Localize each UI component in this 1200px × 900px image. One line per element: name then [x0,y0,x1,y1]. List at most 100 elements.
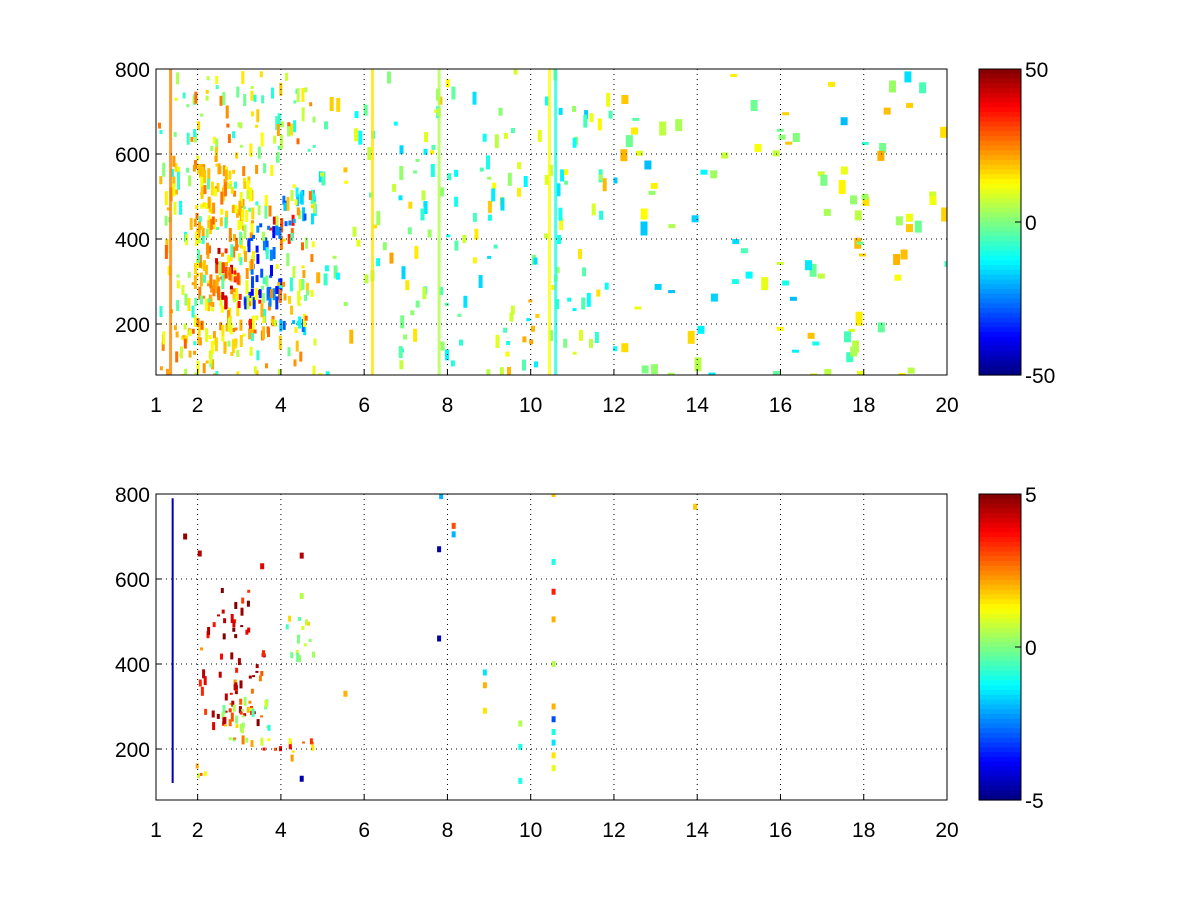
heatmap-cell [166,368,169,375]
heatmap-cell [427,229,432,238]
heatmap-cell [367,147,372,160]
heatmap-cell [195,205,199,210]
y-tick-label: 800 [115,59,150,82]
heatmap-cell [277,113,281,128]
heatmap-cell [325,371,330,375]
heatmap-cell [175,331,179,338]
heatmap-cell [203,185,207,195]
heatmap-cell [855,311,863,326]
heatmap-cell [840,166,848,175]
heatmap-cell [229,180,233,185]
heatmap-cell [257,146,261,159]
heatmap-cell [235,715,239,724]
colorbar-segment [979,761,1021,768]
colorbar-segment [979,83,1021,89]
heatmap-cell [260,132,264,147]
heatmap-cell [219,217,223,227]
heatmap-cell [269,274,273,278]
top-x-axis: 1 2 4 6 8 10 12 14 16 18 20 [150,369,959,417]
heatmap-cell [250,259,254,270]
heatmap-cell [197,773,200,779]
heatmap-cell [285,624,289,630]
heatmap-cell [286,253,290,267]
heatmap-cell [526,318,531,322]
heatmap-cell [203,170,207,184]
heatmap-cell [249,346,253,356]
heatmap-cell [828,81,836,87]
colorbar-segment [979,107,1021,113]
heatmap-cell [879,143,887,153]
heatmap-cell [225,105,229,119]
heatmap-cell [320,172,325,177]
heatmap-cell [193,275,197,289]
heatmap-cell [232,131,236,139]
heatmap-cell [235,152,239,159]
heatmap-cell [205,95,209,101]
heatmap-cell [482,133,487,142]
y-tick-label: 200 [115,314,150,337]
heatmap-cell [187,271,191,278]
heatmap-cell [229,323,233,335]
heatmap-cell [621,95,629,104]
colorbar-segment [979,303,1021,309]
heatmap-cell [275,222,279,236]
heatmap-cell [597,118,602,131]
colorbar-segment [979,317,1021,324]
colorbar-segment [979,231,1021,237]
heatmap-cell [352,226,357,237]
heatmap-point [518,777,523,784]
heatmap-cell [420,208,425,221]
heatmap-cell [197,328,201,337]
heatmap-cell [270,289,273,299]
heatmap-cell [252,297,256,310]
x-tick-label: 10 [519,394,542,417]
heatmap-cell [258,289,262,299]
heatmap-cell [293,120,297,133]
colorbar-segment [979,608,1021,615]
heatmap-cell [944,261,947,267]
colorbar-segment [979,78,1021,84]
heatmap-cell [161,341,165,351]
heatmap-cell [234,344,238,349]
heatmap-cell [217,286,221,301]
heatmap-point [551,661,556,667]
heatmap-cell [243,181,247,189]
heatmap-cell [894,274,902,281]
heatmap-cell [363,104,368,116]
heatmap-cell [263,163,267,174]
heatmap-cell [323,273,328,286]
heatmap-cell [358,130,363,145]
heatmap-cell [202,202,206,208]
colorbar-segment [979,532,1021,538]
heatmap-cell [262,277,266,285]
colorbar-segment [979,126,1021,132]
heatmap-cell [844,331,851,343]
heatmap-cell [275,215,279,226]
heatmap-cell [219,95,223,106]
heatmap-cell [290,754,294,762]
colorbar-segment [979,541,1021,548]
heatmap-cell [262,237,266,251]
heatmap-cell [236,208,239,218]
heatmap-cell [906,102,914,108]
heatmap-cell [302,741,305,744]
heatmap-cell [277,282,281,287]
heatmap-cell [268,294,272,307]
heatmap-cell [204,298,208,311]
heatmap-cell [197,163,201,174]
heatmap-cell [732,239,740,244]
heatmap-cell [199,772,203,776]
heatmap-cell [239,144,243,148]
heatmap-cell [224,710,228,713]
heatmap-cell [279,235,283,250]
heatmap-cell [776,128,784,132]
heatmap-cell [221,252,224,257]
heatmap-cell [209,350,213,364]
heatmap-cell [278,288,282,303]
colorbar-segment [979,198,1021,204]
heatmap-cell [293,100,297,104]
heatmap-cell [310,189,314,204]
heatmap-cell [164,215,168,226]
heatmap-cell [303,643,307,647]
heatmap-cell [486,369,491,375]
